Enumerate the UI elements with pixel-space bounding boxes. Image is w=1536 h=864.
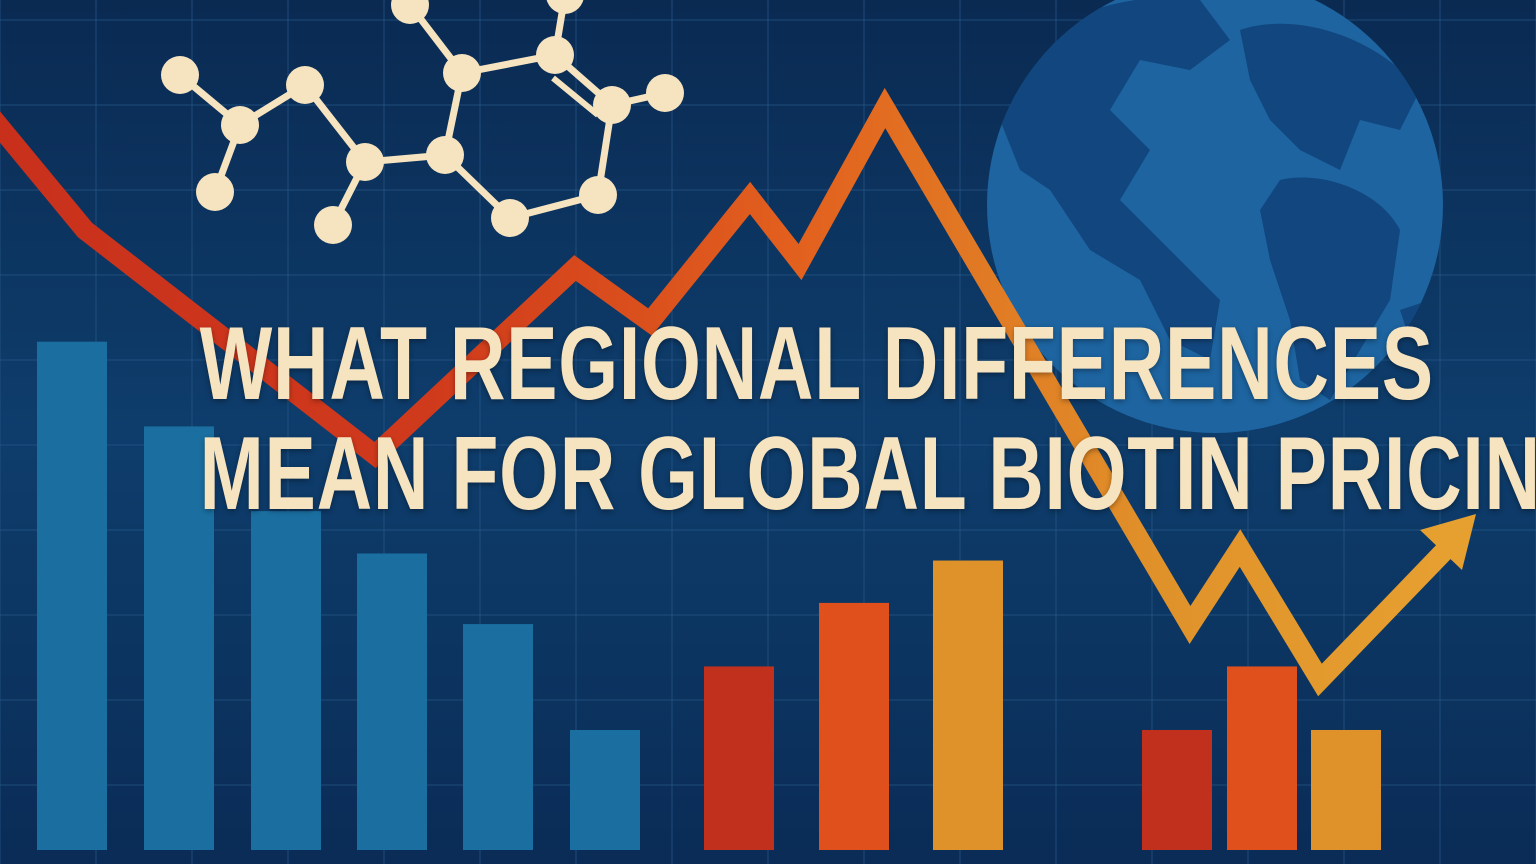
bar bbox=[37, 341, 107, 850]
headline-line-2: MEAN FOR GLOBAL BIOTIN PRICING bbox=[199, 416, 1536, 532]
atom bbox=[536, 36, 574, 74]
bar bbox=[819, 602, 889, 850]
headline-line-1: WHAT REGIONAL DIFFERENCES bbox=[199, 306, 1434, 422]
atom bbox=[426, 136, 464, 174]
atom bbox=[391, 0, 429, 24]
bar bbox=[251, 511, 321, 850]
trend-line bbox=[0, 87, 1463, 697]
atom bbox=[593, 86, 631, 124]
double-bond bbox=[551, 75, 600, 118]
atom bbox=[286, 66, 324, 104]
globe-icon bbox=[987, 0, 1443, 433]
atom bbox=[196, 173, 234, 211]
atom bbox=[443, 54, 481, 92]
atom bbox=[546, 0, 584, 14]
atom bbox=[161, 56, 199, 94]
bar-group bbox=[37, 341, 1381, 850]
bar bbox=[933, 560, 1003, 850]
bar bbox=[1142, 729, 1212, 850]
atom bbox=[314, 206, 352, 244]
bar bbox=[1227, 666, 1297, 850]
atom bbox=[491, 199, 529, 237]
bar bbox=[357, 553, 427, 850]
atom bbox=[579, 176, 617, 214]
bar bbox=[463, 624, 533, 850]
atom bbox=[646, 74, 684, 112]
atom bbox=[221, 106, 259, 144]
trend-arrow-icon bbox=[1420, 514, 1476, 570]
molecule-icon bbox=[161, 0, 684, 244]
bar bbox=[704, 666, 774, 850]
bar bbox=[570, 729, 640, 850]
atom bbox=[346, 143, 384, 181]
bar bbox=[144, 426, 214, 850]
bar bbox=[1311, 729, 1381, 850]
